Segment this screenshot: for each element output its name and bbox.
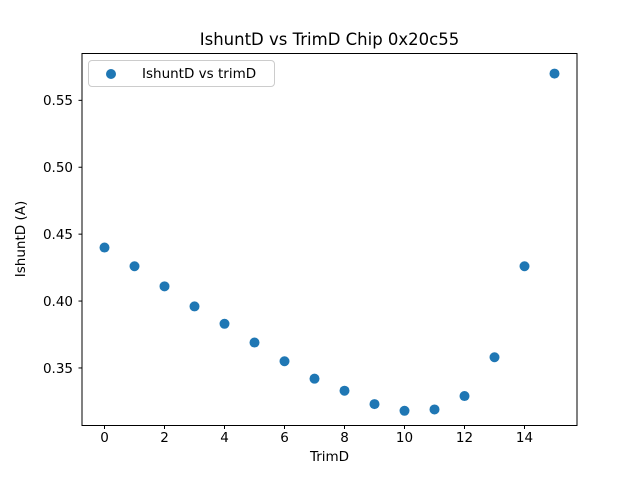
data-point — [399, 405, 410, 416]
x-tick-label: 2 — [160, 430, 169, 446]
y-tick-label: 0.35 — [43, 361, 73, 377]
x-tick-label: 6 — [280, 430, 289, 446]
chart-title: IshuntD vs TrimD Chip 0x20c55 — [199, 30, 460, 49]
legend: IshuntD vs trimD — [88, 60, 276, 87]
legend-label: IshuntD vs trimD — [142, 65, 257, 82]
data-point — [369, 399, 380, 410]
data-point — [189, 301, 200, 312]
data-point — [129, 261, 140, 272]
y-tick-label: 0.40 — [43, 294, 73, 310]
data-point — [519, 261, 530, 272]
legend-marker-icon — [106, 68, 116, 79]
x-tick-label: 4 — [220, 430, 229, 446]
y-tick-label: 0.45 — [43, 227, 73, 243]
data-point — [249, 337, 260, 348]
data-point — [459, 391, 470, 402]
data-point — [309, 373, 320, 384]
data-point — [339, 385, 350, 396]
data-point — [279, 356, 290, 367]
y-tick-label: 0.50 — [43, 160, 73, 176]
data-point — [549, 68, 560, 79]
x-tick-label: 12 — [456, 430, 473, 446]
x-tick-label: 8 — [340, 430, 349, 446]
x-tick-label: 0 — [100, 430, 109, 446]
y-tick-label: 0.55 — [43, 93, 73, 109]
axes-spines — [81, 53, 578, 426]
data-point — [429, 404, 440, 415]
data-point — [99, 242, 110, 253]
data-point — [159, 281, 170, 292]
data-point — [489, 352, 500, 363]
y-axis-label: IshuntD (A) — [13, 200, 29, 278]
x-axis-label: TrimD — [309, 449, 350, 465]
x-tick-label: 14 — [516, 430, 533, 446]
data-point — [219, 318, 230, 329]
x-tick-label: 10 — [396, 430, 413, 446]
